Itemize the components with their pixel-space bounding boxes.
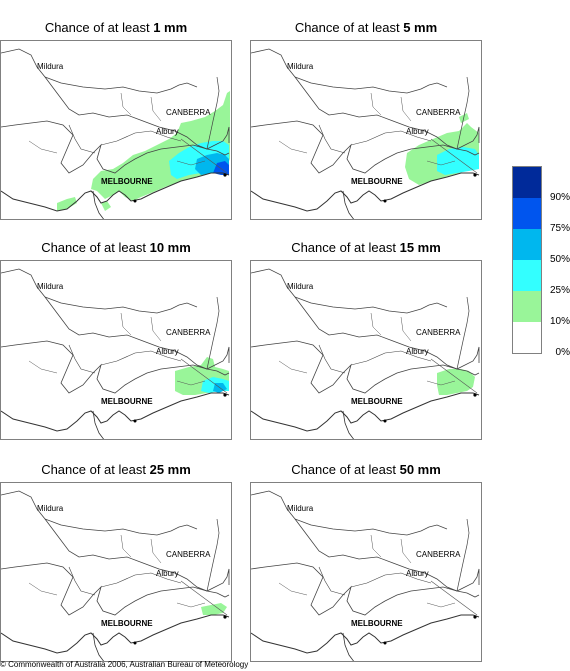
city-label-mildura: Mildura — [37, 62, 64, 71]
legend-swatch-75 — [513, 198, 541, 229]
city-label-melbourne: MELBOURNE — [351, 177, 403, 186]
victoria-map: Mildura CANBERRA Albury MELBOURNE — [250, 260, 482, 440]
legend-color-bar — [512, 166, 542, 354]
city-label-mildura: Mildura — [287, 62, 314, 71]
victoria-map: Mildura CANBERRA Albury MELBOURNE — [0, 260, 232, 440]
city-label-melbourne: MELBOURNE — [351, 397, 403, 406]
panel-amount: 50 mm — [399, 462, 441, 477]
panel-title: Chance of at least 5 mm — [294, 20, 438, 35]
legend-label-0: 0% — [555, 347, 570, 358]
city-label-canberra: CANBERRA — [166, 328, 211, 337]
city-label-albury: Albury — [156, 127, 179, 136]
panel-amount: 5 mm — [403, 20, 438, 35]
victoria-map: Mildura CANBERRA Albury MELBOURNE — [0, 482, 232, 662]
panel-title: Chance of at least 25 mm — [41, 462, 191, 477]
probability-area — [437, 147, 479, 175]
city-label-albury: Albury — [406, 347, 429, 356]
city-label-albury: Albury — [406, 569, 429, 578]
city-label-melbourne: MELBOURNE — [351, 619, 403, 628]
city-label-mildura: Mildura — [287, 504, 314, 513]
city-label-melbourne: MELBOURNE — [101, 177, 153, 186]
legend-label-50: 50% — [549, 254, 570, 265]
city-label-canberra: CANBERRA — [416, 108, 461, 117]
panel-title: Chance of at least 15 mm — [291, 240, 441, 255]
legend-label-25: 25% — [549, 285, 570, 296]
city-label-mildura: Mildura — [37, 282, 64, 291]
legend-label-90: 90% — [549, 192, 570, 203]
panel-amount: 15 mm — [399, 240, 441, 255]
legend-swatch-10 — [513, 291, 541, 322]
legend-swatch-25 — [513, 260, 541, 291]
panel-amount: 1 mm — [153, 20, 188, 35]
probability-area — [101, 201, 111, 211]
city-label-canberra: CANBERRA — [166, 108, 211, 117]
city-label-canberra: CANBERRA — [166, 550, 211, 559]
legend-label-75: 75% — [549, 223, 570, 234]
city-label-canberra: CANBERRA — [416, 550, 461, 559]
city-label-mildura: Mildura — [37, 504, 64, 513]
legend-swatch-50 — [513, 229, 541, 260]
panel-title: Chance of at least 10 mm — [41, 240, 191, 255]
city-label-albury: Albury — [406, 127, 429, 136]
probability-area — [201, 603, 227, 615]
probability-area — [57, 197, 77, 211]
legend-swatch-0 — [513, 322, 541, 353]
city-label-melbourne: MELBOURNE — [101, 619, 153, 628]
panel-amount: 25 mm — [149, 462, 191, 477]
city-label-albury: Albury — [156, 347, 179, 356]
legend-swatch-90 — [513, 167, 541, 198]
victoria-map: Mildura CANBERRA Albury MELBOURNE — [250, 40, 482, 220]
city-label-mildura: Mildura — [287, 282, 314, 291]
panel-amount: 10 mm — [149, 240, 191, 255]
victoria-map: Mildura CANBERRA Albury MELBOURNE — [0, 40, 232, 220]
legend-label-10: 10% — [549, 316, 570, 327]
city-label-canberra: CANBERRA — [416, 328, 461, 337]
city-label-albury: Albury — [156, 569, 179, 578]
city-label-melbourne: MELBOURNE — [101, 397, 153, 406]
probability-area — [437, 369, 475, 395]
panel-title: Chance of at least 50 mm — [291, 462, 441, 477]
victoria-map: Mildura CANBERRA Albury MELBOURNE — [250, 482, 482, 662]
copyright-notice: © Commonwealth of Australia 2006, Austra… — [0, 660, 249, 669]
panel-title: Chance of at least 1 mm — [44, 20, 188, 35]
